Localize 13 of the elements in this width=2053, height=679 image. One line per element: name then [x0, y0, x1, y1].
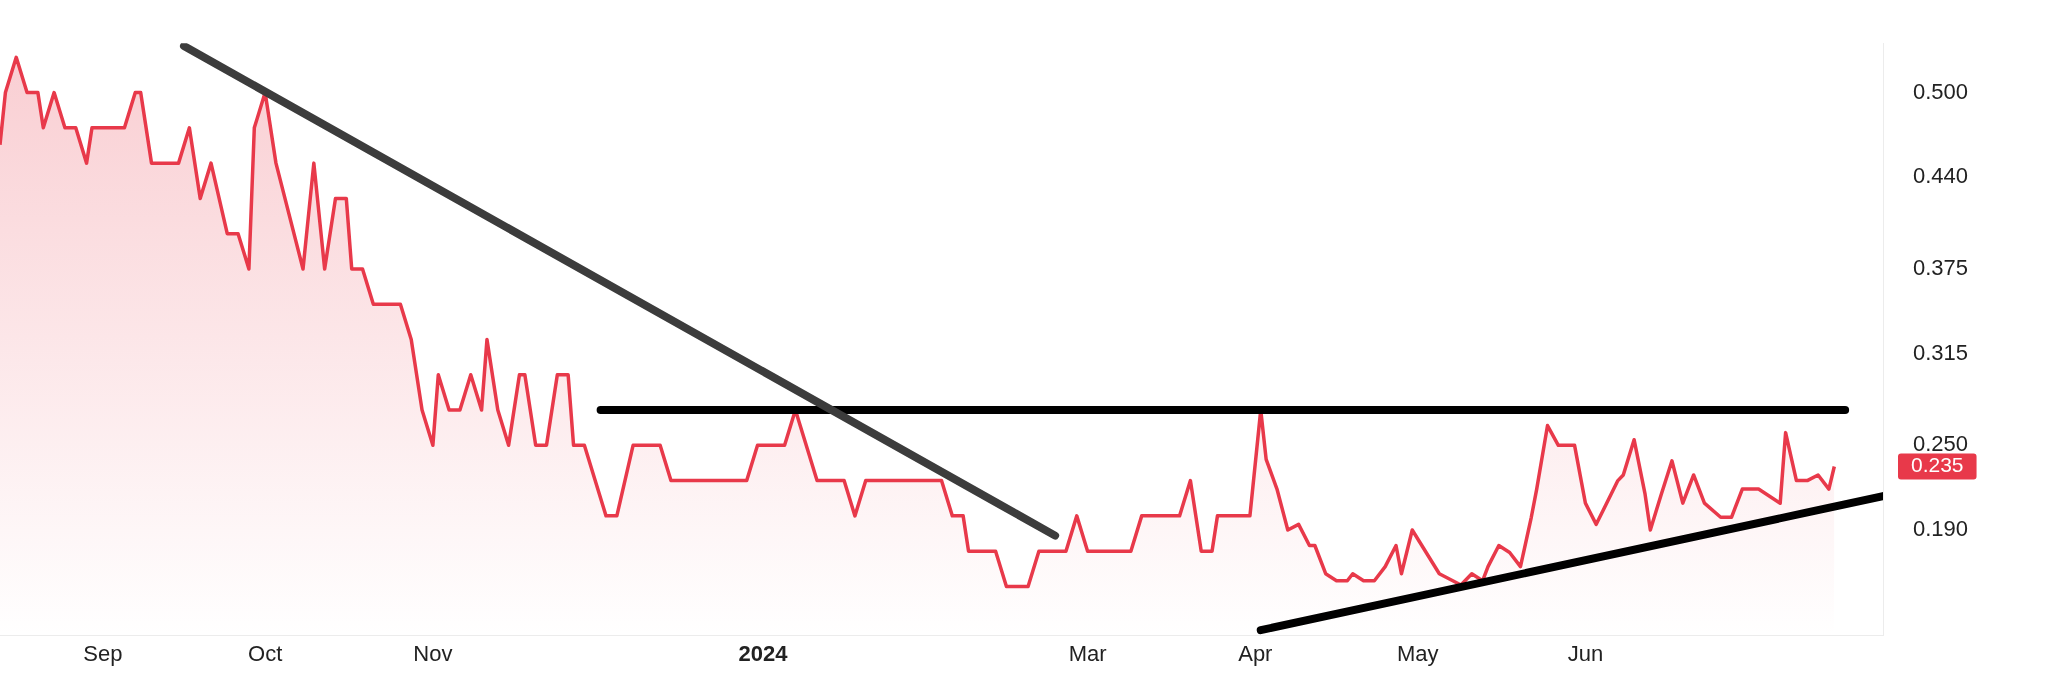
- y-tick-label: 0.440: [1913, 163, 1969, 189]
- x-tick-label: Jun: [1567, 641, 1604, 667]
- x-tick-label: Oct: [248, 641, 283, 667]
- y-tick-label: 0.500: [1913, 78, 1969, 104]
- y-tick-label: 0.315: [1913, 339, 1969, 365]
- x-tick-label: Sep: [83, 641, 123, 667]
- x-tick-label: Mar: [1068, 641, 1107, 667]
- x-tick-label: Apr: [1238, 641, 1273, 667]
- x-tick-label: 2024: [738, 641, 789, 667]
- x-tick-label: Nov: [413, 641, 453, 667]
- x-tick-label: May: [1396, 641, 1439, 667]
- y-tick-label: 0.190: [1913, 516, 1969, 542]
- y-tick-label: 0.375: [1913, 255, 1969, 281]
